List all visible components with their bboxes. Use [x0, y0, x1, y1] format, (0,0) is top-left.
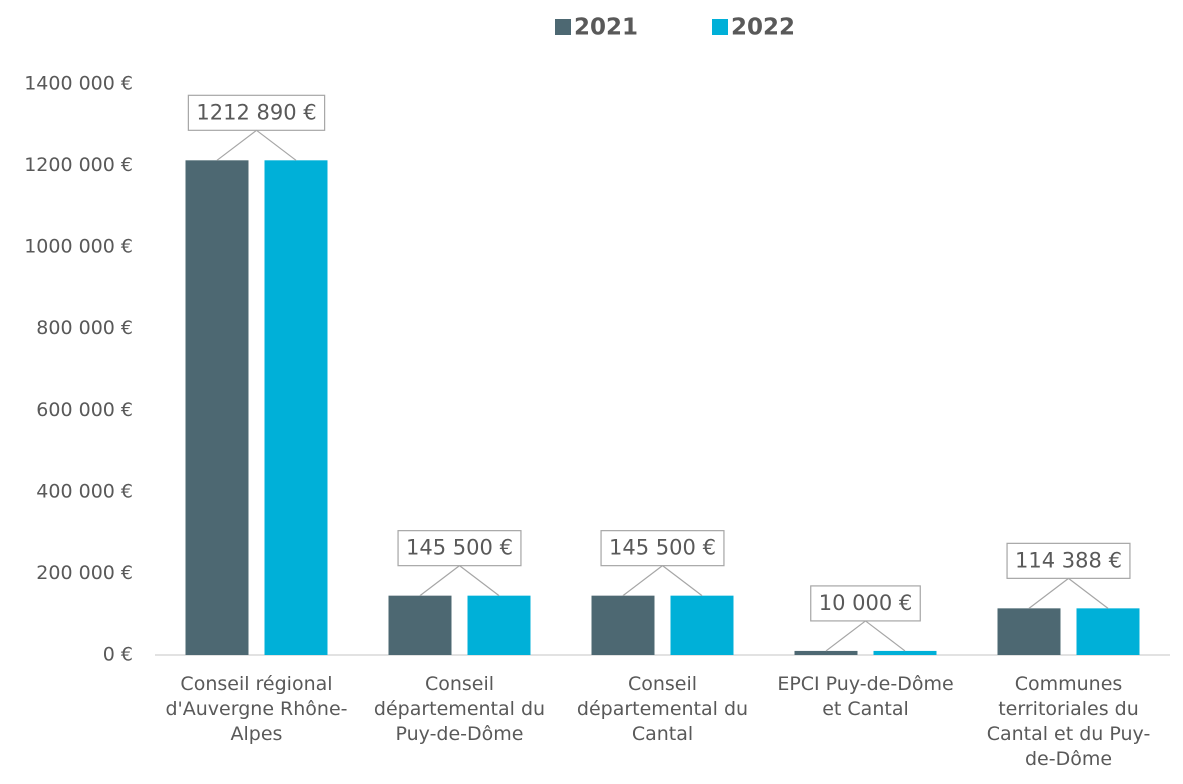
y-tick-label: 800 000 €	[36, 317, 133, 339]
leader-line	[459, 565, 500, 597]
bar	[873, 650, 937, 655]
leader-line	[256, 129, 297, 161]
legend-swatch	[712, 19, 728, 35]
bar	[264, 160, 328, 655]
bar	[1076, 608, 1140, 655]
bar	[185, 160, 249, 655]
leader-line	[1068, 577, 1109, 609]
bar	[794, 650, 858, 655]
y-tick-label: 400 000 €	[36, 480, 133, 502]
x-tick-label: Conseil départemental du Cantal	[576, 673, 749, 745]
x-tick-label: EPCI Puy-de-Dôme et Cantal	[777, 673, 954, 720]
y-tick-label: 600 000 €	[36, 399, 133, 421]
bar	[467, 595, 531, 655]
leader-line	[662, 565, 703, 597]
y-tick-label: 200 000 €	[36, 562, 133, 584]
leader-line	[419, 565, 460, 597]
leader-line	[1028, 577, 1069, 609]
leader-line	[865, 620, 906, 652]
legend-label: 2021	[574, 15, 638, 41]
legend-label: 2022	[731, 15, 795, 41]
leader-line	[216, 129, 257, 161]
leader-line	[825, 620, 866, 652]
label-box	[1006, 542, 1131, 579]
label-box	[397, 530, 522, 567]
bar	[997, 608, 1061, 655]
x-tick-label: Conseil départemental du Puy-de-Dôme	[373, 673, 546, 745]
data-label: 145 500 €	[609, 536, 716, 560]
data-label: 114 388 €	[1015, 548, 1122, 572]
y-tick-label: 1400 000 €	[24, 73, 133, 95]
y-tick-label: 1000 000 €	[24, 236, 133, 258]
leader-line	[622, 565, 663, 597]
data-label: 1212 890 €	[196, 100, 316, 124]
legend-swatch	[555, 19, 571, 35]
bar	[388, 595, 452, 655]
data-label: 10 000 €	[819, 591, 913, 615]
y-tick-label: 0 €	[103, 644, 133, 666]
bar	[591, 595, 655, 655]
x-tick-label: Communes territoriales du Cantal et du P…	[986, 673, 1151, 770]
data-label: 145 500 €	[406, 536, 513, 560]
x-tick-label: Conseil régional d'Auvergne Rhône-Alpes	[165, 673, 348, 745]
bar	[670, 595, 734, 655]
y-tick-label: 1200 000 €	[24, 154, 133, 176]
